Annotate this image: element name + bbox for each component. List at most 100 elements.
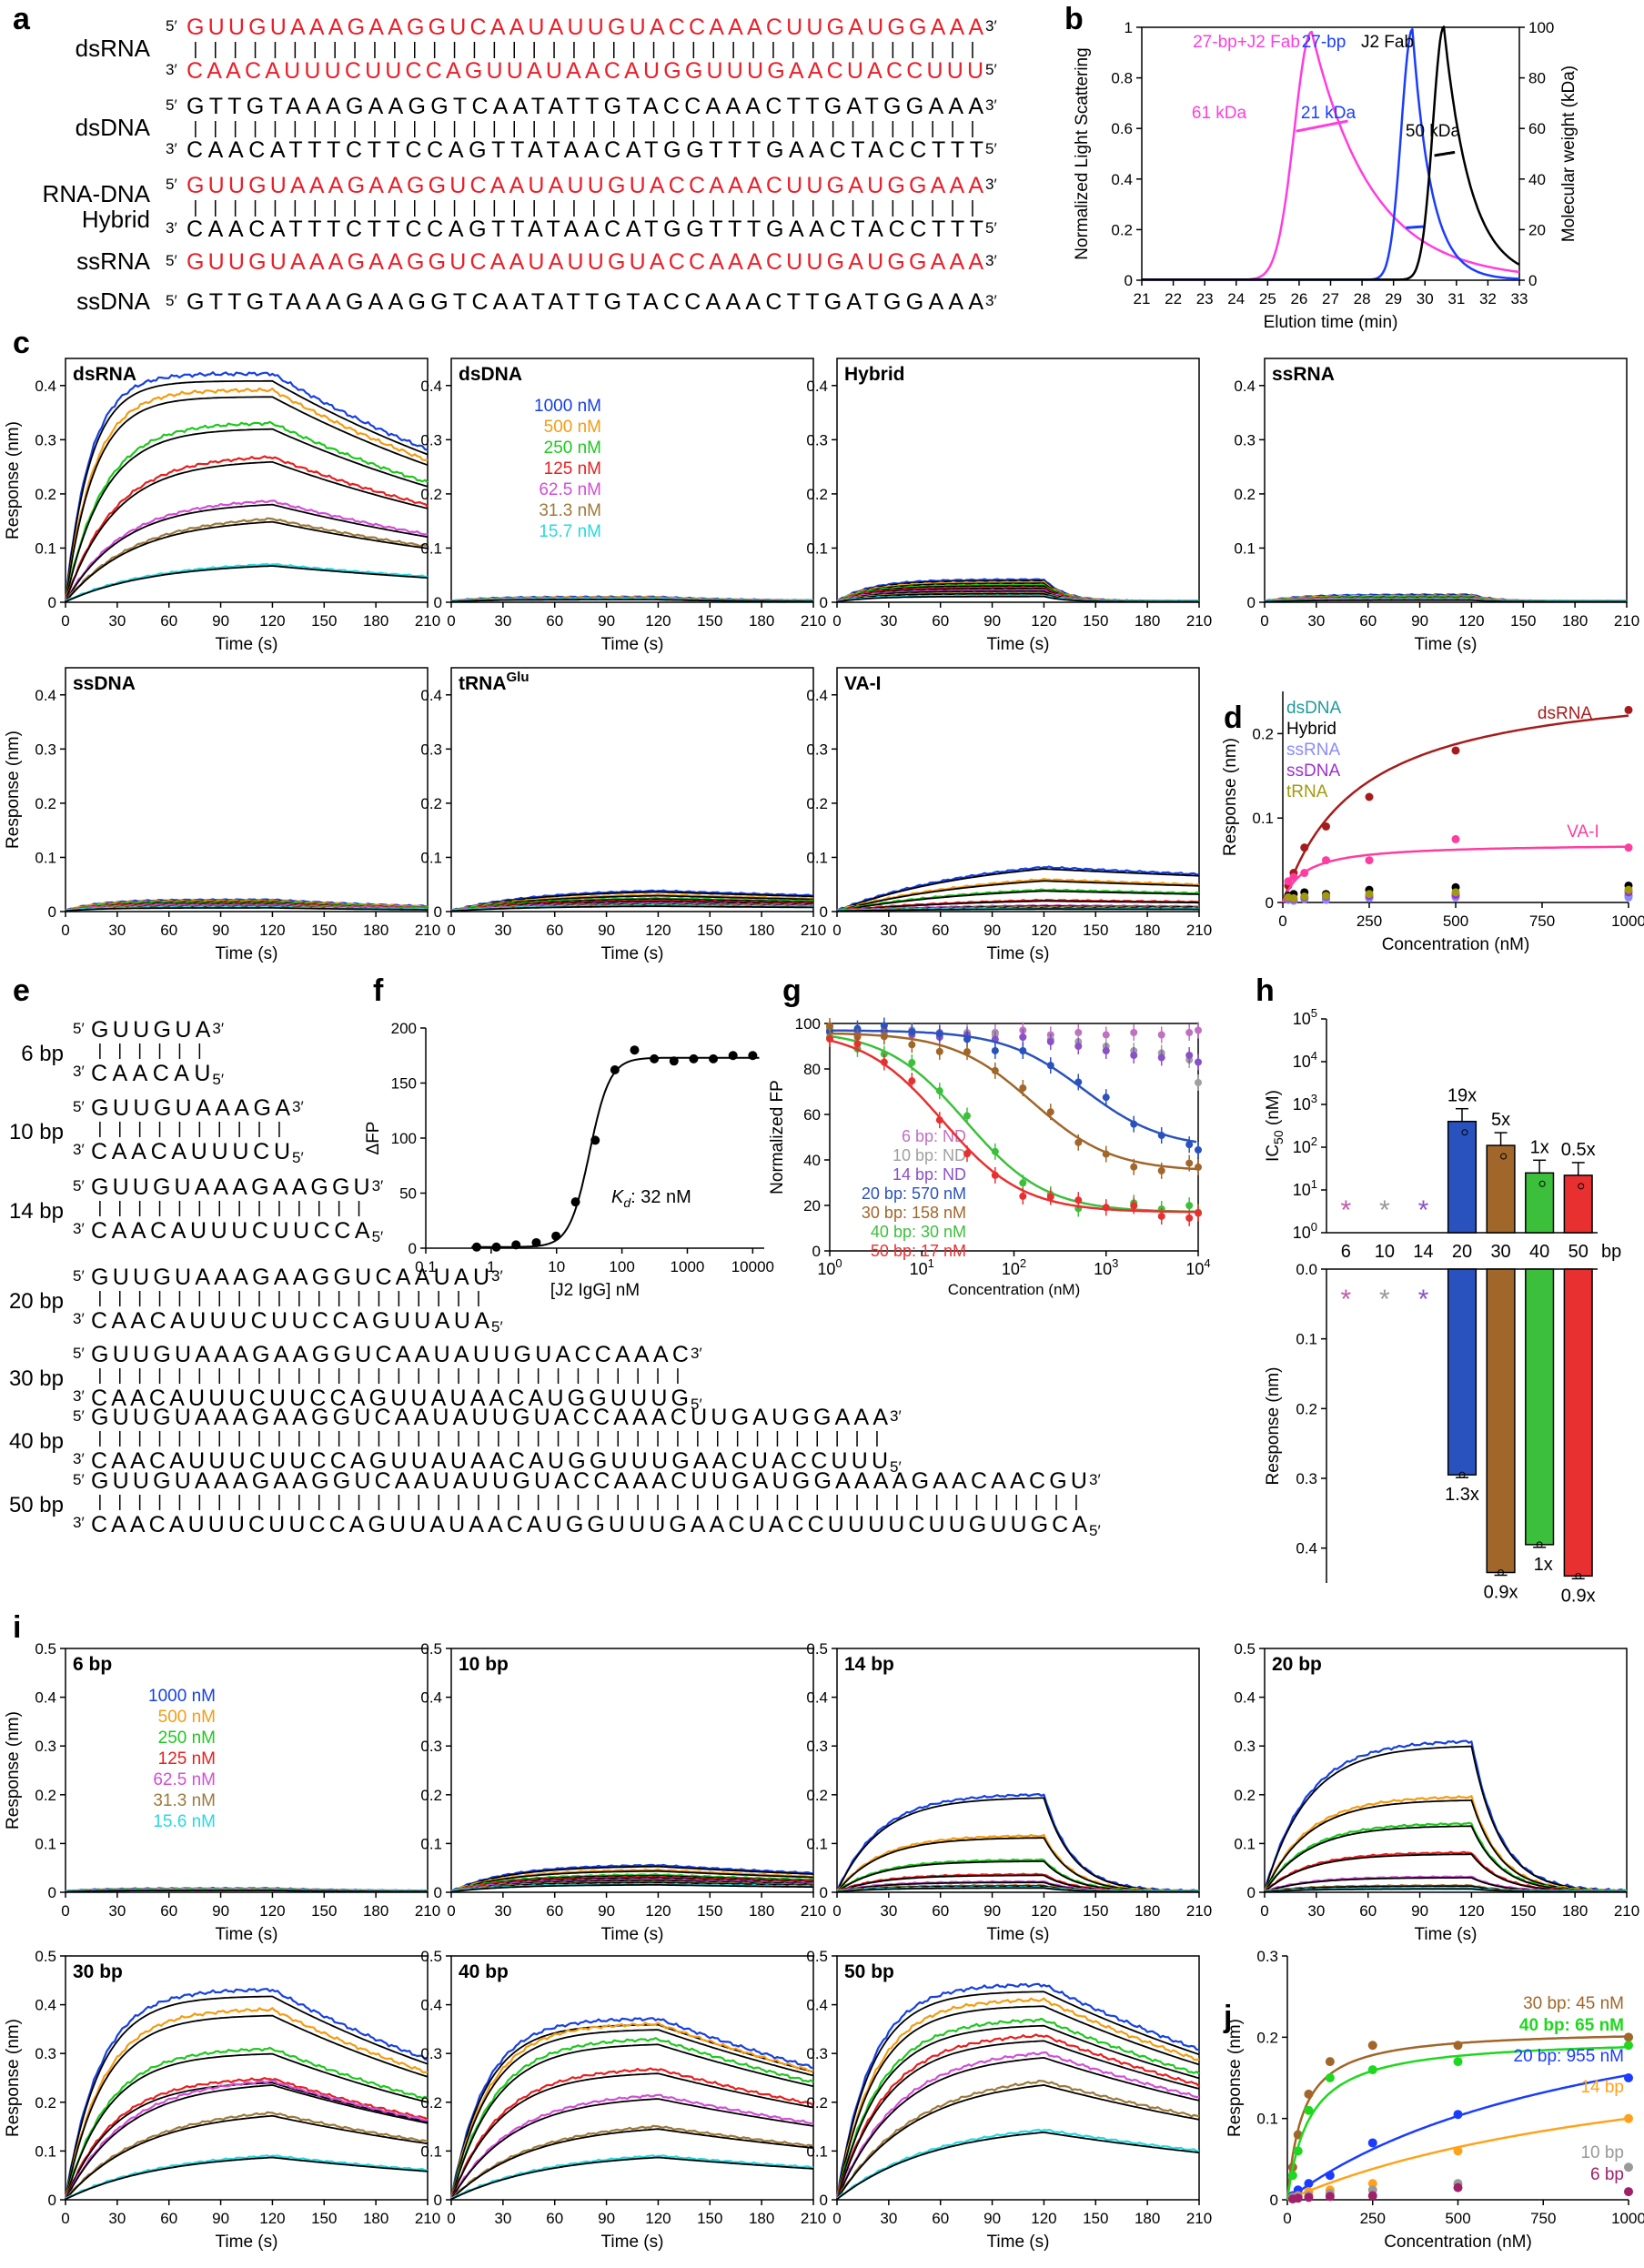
x-tick-label: 180: [363, 2210, 388, 2227]
panel-title: dsRNA: [73, 364, 136, 385]
fit-line: [836, 2057, 1200, 2200]
y-axis-label: Normalized FP: [768, 1080, 787, 1194]
plot-frame: [836, 358, 1200, 603]
fold-label: 0.5x: [1561, 1140, 1596, 1160]
data-point: [1185, 1029, 1194, 1036]
data-point: [1624, 2113, 1633, 2123]
x-tick-label: 150: [311, 1902, 337, 1920]
fold-label: 0.9x: [1484, 1583, 1518, 1603]
panel-label-d: d: [1224, 701, 1243, 735]
x-axis-label: Time (s): [1415, 635, 1478, 654]
x-tick-label: 102: [1002, 1256, 1026, 1278]
fit-line: [450, 891, 814, 912]
data-point: [1130, 1120, 1138, 1128]
bottom-strand: CAACATTTCTTCCAGTTATAACATGGTTTGAACTACCTTT: [187, 217, 983, 242]
data-point: [1451, 888, 1460, 897]
x-axis-label: Time (s): [987, 2233, 1050, 2252]
replicate-point: [1458, 1471, 1466, 1478]
y-tick-label: 0.3: [420, 431, 442, 449]
y-tick-label: 0.5: [35, 1948, 56, 1965]
sensorgram-trace: [65, 517, 429, 602]
y-tick-label: 102: [1293, 1134, 1317, 1156]
plot-frame: [65, 358, 429, 603]
panel-title: tRNAGlu: [459, 670, 530, 694]
five-prime: 5′: [73, 1098, 85, 1115]
data-point: [1185, 1214, 1194, 1222]
y-tick-label: 0.3: [806, 741, 828, 758]
legend-entry: 250 nM: [544, 438, 601, 458]
sensorgram-trace: [65, 562, 429, 602]
data-point: [1289, 872, 1298, 882]
y-tick-label: 0.2: [1234, 486, 1256, 503]
duplex-label: 40 bp: [9, 1429, 64, 1454]
y-tick-label: 200: [391, 1020, 417, 1037]
panel-title: ssDNA: [73, 673, 136, 694]
x-tick-label: 26: [1290, 290, 1307, 307]
data-point: [1157, 1031, 1165, 1039]
y-axis-label: IC50 (nM): [1264, 1090, 1286, 1162]
y-tick-label: 0.4: [1234, 1689, 1256, 1707]
y-tick-label: 20: [803, 1197, 821, 1215]
x-axis-label: Time (s): [601, 635, 664, 654]
data-point: [935, 1047, 943, 1055]
sensorgram-trace: [835, 1997, 1200, 2199]
y-tick-label: 0: [408, 1240, 417, 1257]
y-tick-label: 0.4: [1111, 171, 1133, 188]
series-label: J2 Fab: [1361, 33, 1414, 52]
data-point: [1046, 1193, 1054, 1201]
x-tick-label: 150: [1510, 612, 1536, 630]
data-point: [963, 1048, 972, 1056]
x-tick-label: 0: [447, 1902, 455, 1920]
fit-line: [836, 2084, 1200, 2200]
x-tick-label: 0: [832, 2210, 841, 2227]
y-tick-label: 0.0: [1296, 1261, 1317, 1278]
data-point: [531, 1237, 541, 1247]
x-tick-label: 60: [932, 2210, 949, 2227]
y-tick-label: 103: [1293, 1092, 1317, 1114]
fit-line: [65, 379, 429, 602]
y2-tick-label: 60: [1528, 120, 1546, 137]
x-tick-label: 120: [1458, 1902, 1484, 1920]
mw-line-J2 Fab: [1434, 150, 1456, 157]
y-tick-label: 0.1: [1252, 810, 1274, 827]
sensorgram-trace: [450, 2093, 814, 2199]
x-tick-label: 60: [546, 922, 563, 939]
data-point: [963, 1112, 972, 1120]
data-point: [1300, 892, 1309, 902]
data-point: [1322, 822, 1330, 831]
x-tick-label: 210: [1614, 1902, 1639, 1920]
data-point: [630, 1045, 640, 1055]
duplex-bottom-strand: CAACAUUUCU: [91, 1139, 290, 1164]
data-point: [1157, 1132, 1165, 1140]
series-label: 27-bp+J2 Fab: [1193, 33, 1300, 52]
sensorgram-trace: [65, 2154, 429, 2200]
data-point: [935, 1116, 943, 1124]
x-tick-label: 120: [645, 2210, 671, 2227]
y-tick-label: 0.4: [35, 687, 56, 704]
legend-entry: 125 nM: [544, 459, 601, 479]
y-tick-label: 0.5: [806, 1948, 828, 1965]
y-axis-label: Response (nm): [4, 2019, 23, 2137]
x-tick-label: 10: [548, 1258, 565, 1275]
data-point: [1074, 1196, 1083, 1205]
x-tick-label: 60: [160, 2210, 177, 2227]
x-tick-label: 32: [1479, 290, 1497, 307]
fit-line: [65, 907, 428, 912]
top-strand: GUUGUAAAGAAGGUCAAUAUUGUACCAAACUUGAUGGAAA: [187, 173, 983, 198]
duplex-top-strand: GUUGUAAAGA: [91, 1095, 290, 1121]
duplex-bottom-strand: CAACAUUUCUUCCAGUUAUA: [91, 1308, 489, 1334]
duplex-label: 14 bp: [9, 1199, 64, 1224]
five-prime: 5′: [73, 1407, 85, 1425]
fold-label: 1x: [1534, 1555, 1553, 1575]
panel-d-steady-state: 0 250 500 750 1000 0 0.1 0.2 Concentration (nM) R…: [1221, 691, 1644, 954]
duplex-label: 50 bp: [9, 1493, 64, 1517]
data-point: [1195, 1146, 1202, 1154]
panel-title: dsDNA: [459, 364, 522, 385]
bottom-strand: CAACATTTCTTCCAGTTATAACATGGTTTGAACTACCTTT: [187, 137, 983, 163]
x-tick-label: 90: [212, 612, 229, 630]
y-tick-label: 0.2: [1111, 221, 1133, 238]
x-tick-label: 60: [546, 1902, 563, 1920]
legend-entry: 50 bp: 17 nM: [871, 1242, 966, 1260]
data-point: [1019, 1084, 1027, 1093]
